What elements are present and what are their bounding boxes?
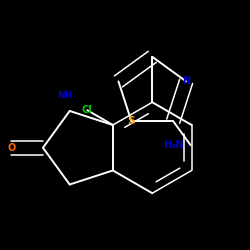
Text: S: S: [128, 116, 135, 126]
Text: O: O: [7, 143, 15, 153]
Text: N: N: [182, 76, 190, 86]
Text: H₂N: H₂N: [163, 140, 184, 150]
Text: NH: NH: [57, 91, 72, 100]
Text: Cl: Cl: [82, 105, 93, 115]
